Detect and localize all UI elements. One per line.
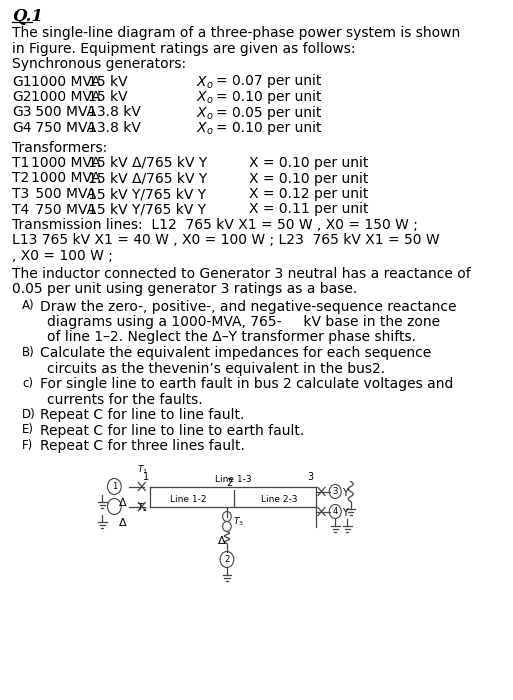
- Text: 750 MVA: 750 MVA: [31, 202, 96, 216]
- Text: For single line to earth fault in bus 2 calculate voltages and: For single line to earth fault in bus 2 …: [40, 377, 453, 391]
- Text: Repeat C for line to line fault.: Repeat C for line to line fault.: [40, 408, 244, 422]
- Text: Q.1: Q.1: [12, 8, 43, 25]
- Text: Line 1-3: Line 1-3: [215, 475, 252, 484]
- Text: $T_3$: $T_3$: [233, 515, 244, 528]
- Text: Δ: Δ: [119, 517, 127, 528]
- Text: in Figure. Equipment ratings are given as follows:: in Figure. Equipment ratings are given a…: [12, 41, 356, 55]
- Text: 750 MVA: 750 MVA: [31, 121, 96, 135]
- Text: circuits as the thevenin’s equivalent in the bus2.: circuits as the thevenin’s equivalent in…: [47, 361, 385, 375]
- Text: 13.8 kV: 13.8 kV: [88, 121, 141, 135]
- Text: T4: T4: [12, 202, 29, 216]
- Text: 500 MVA: 500 MVA: [31, 106, 96, 120]
- Text: $X_o$: $X_o$: [196, 121, 213, 137]
- Text: A): A): [23, 300, 35, 312]
- Text: D): D): [23, 408, 36, 421]
- Text: 500 MVA: 500 MVA: [31, 187, 96, 201]
- Text: 15 kV Δ/765 kV Y: 15 kV Δ/765 kV Y: [88, 172, 207, 186]
- Text: F): F): [23, 439, 33, 452]
- Text: Line 1-2: Line 1-2: [170, 496, 206, 505]
- Text: 0.05 per unit using generator 3 ratings as a base.: 0.05 per unit using generator 3 ratings …: [12, 282, 357, 296]
- Text: 1000 MVA: 1000 MVA: [31, 156, 101, 170]
- Text: of line 1–2. Neglect the Δ–Y transformer phase shifts.: of line 1–2. Neglect the Δ–Y transformer…: [47, 330, 416, 344]
- Text: c): c): [23, 377, 33, 390]
- Text: X = 0.10 per unit: X = 0.10 per unit: [249, 156, 369, 170]
- Text: E): E): [23, 424, 34, 437]
- Text: 15 kV Y/765 kV Y: 15 kV Y/765 kV Y: [88, 202, 206, 216]
- Text: 1000 MVA: 1000 MVA: [31, 172, 101, 186]
- Text: Calculate the equivalent impedances for each sequence: Calculate the equivalent impedances for …: [40, 346, 431, 360]
- Text: 1000 MVA: 1000 MVA: [31, 90, 101, 104]
- Text: 3: 3: [308, 472, 314, 482]
- Text: = 0.10 per unit: = 0.10 per unit: [216, 121, 321, 135]
- Text: G1: G1: [12, 74, 32, 88]
- Text: 2: 2: [224, 555, 229, 564]
- Text: 1000 MVA: 1000 MVA: [31, 74, 101, 88]
- Text: T3: T3: [12, 187, 29, 201]
- Text: $X_o$: $X_o$: [196, 90, 213, 106]
- Text: Δ: Δ: [119, 498, 127, 508]
- Text: G2: G2: [12, 90, 31, 104]
- Text: G4: G4: [12, 121, 31, 135]
- Text: diagrams using a 1000-MVA, 765-     kV base in the zone: diagrams using a 1000-MVA, 765- kV base …: [47, 315, 440, 329]
- Text: = 0.05 per unit: = 0.05 per unit: [216, 106, 321, 120]
- Text: B): B): [23, 346, 35, 359]
- Text: $T_2$: $T_2$: [137, 502, 148, 514]
- Text: Synchronous generators:: Synchronous generators:: [12, 57, 186, 71]
- Text: T2: T2: [12, 172, 29, 186]
- Text: Transformers:: Transformers:: [12, 141, 107, 155]
- Text: X = 0.12 per unit: X = 0.12 per unit: [249, 187, 369, 201]
- Text: 13.8 kV: 13.8 kV: [88, 106, 141, 120]
- Text: G3: G3: [12, 106, 31, 120]
- Text: The single-line diagram of a three-phase power system is shown: The single-line diagram of a three-phase…: [12, 26, 460, 40]
- Text: X = 0.11 per unit: X = 0.11 per unit: [249, 202, 369, 216]
- Text: Line 2-3: Line 2-3: [261, 496, 298, 505]
- Text: Draw the zero-, positive-, and negative-sequence reactance: Draw the zero-, positive-, and negative-…: [40, 300, 456, 314]
- Text: = 0.07 per unit: = 0.07 per unit: [216, 74, 321, 88]
- Text: L13 765 kV X1 = 40 W , X0 = 100 W ; L23  765 kV X1 = 50 W: L13 765 kV X1 = 40 W , X0 = 100 W ; L23 …: [12, 234, 440, 248]
- Text: Transmission lines:  L12  765 kV X1 = 50 W , X0 = 150 W ;: Transmission lines: L12 765 kV X1 = 50 W…: [12, 218, 418, 232]
- Text: Repeat C for three lines fault.: Repeat C for three lines fault.: [40, 439, 244, 453]
- Text: 2: 2: [226, 477, 232, 487]
- Text: 15 kV: 15 kV: [88, 74, 127, 88]
- Text: Repeat C for line to line to earth fault.: Repeat C for line to line to earth fault…: [40, 424, 304, 438]
- Text: 1: 1: [143, 472, 149, 482]
- Text: 4: 4: [332, 507, 338, 516]
- Text: 1: 1: [112, 482, 117, 491]
- Text: 15 kV Δ/765 kV Y: 15 kV Δ/765 kV Y: [88, 156, 207, 170]
- Text: $X_o$: $X_o$: [196, 74, 213, 91]
- Text: currents for the faults.: currents for the faults.: [47, 393, 203, 407]
- Text: Δ: Δ: [218, 536, 226, 547]
- Text: , X0 = 100 W ;: , X0 = 100 W ;: [12, 249, 113, 263]
- Text: $X_o$: $X_o$: [196, 106, 213, 122]
- Text: Y: Y: [342, 508, 348, 517]
- Text: = 0.10 per unit: = 0.10 per unit: [216, 90, 321, 104]
- Text: 15 kV Y/765 kV Y: 15 kV Y/765 kV Y: [88, 187, 206, 201]
- Text: $T_1$: $T_1$: [137, 464, 148, 477]
- Text: The inductor connected to Generator 3 neutral has a reactance of: The inductor connected to Generator 3 ne…: [12, 267, 471, 281]
- Text: 15 kV: 15 kV: [88, 90, 127, 104]
- Text: X = 0.10 per unit: X = 0.10 per unit: [249, 172, 369, 186]
- Text: Y: Y: [342, 487, 348, 498]
- Text: T1: T1: [12, 156, 29, 170]
- Text: 3: 3: [332, 487, 338, 496]
